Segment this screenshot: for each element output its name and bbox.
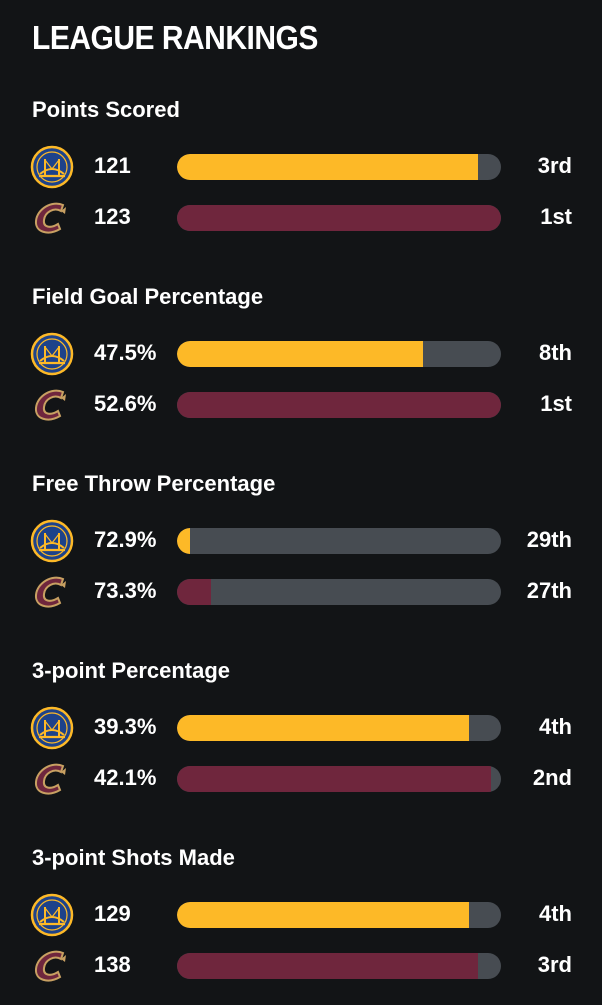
stat-row-cavaliers: 123 1st xyxy=(0,196,602,236)
cavaliers-logo-icon xyxy=(30,196,74,240)
rank-bar-fill xyxy=(177,715,469,741)
stat-value: 121 xyxy=(94,153,131,178)
rank-bar-fill xyxy=(177,341,424,367)
stat-value: 52.6% xyxy=(94,391,157,416)
rank-bar-track xyxy=(177,341,501,367)
stat-row-warriors: 72.9% 29th xyxy=(0,519,602,563)
league-rank: 8th xyxy=(539,340,572,365)
stat-row-cavaliers: 73.3% 27th xyxy=(0,570,602,610)
stat-value: 39.3% xyxy=(94,714,157,739)
warriors-logo-icon xyxy=(30,145,74,189)
rank-bar-track xyxy=(177,766,501,792)
rank-bar-fill xyxy=(177,205,501,231)
league-rank: 2nd xyxy=(532,765,572,790)
cavaliers-logo-icon xyxy=(30,944,74,988)
rank-bar-fill xyxy=(177,766,492,792)
rank-bar-track xyxy=(177,715,501,741)
rank-bar-fill xyxy=(177,154,479,180)
stat-value: 47.5% xyxy=(94,340,157,365)
league-rank: 4th xyxy=(539,714,572,739)
warriors-logo-icon xyxy=(30,893,74,937)
section-title: 3-point Percentage xyxy=(32,658,231,683)
stat-row-cavaliers: 42.1% 2nd xyxy=(0,757,602,797)
rank-bar-track xyxy=(177,902,501,928)
stat-value: 138 xyxy=(94,952,131,977)
stat-value: 73.3% xyxy=(94,578,157,603)
page-title: LEAGUE RANKINGS xyxy=(32,20,318,57)
rank-bar-track xyxy=(177,579,501,605)
warriors-logo-icon xyxy=(30,706,74,750)
section-title: Field Goal Percentage xyxy=(32,284,264,309)
league-rank: 1st xyxy=(540,391,572,416)
rank-bar-track xyxy=(177,392,501,418)
ranking-section: Points Scored 121 3rd 123 1st xyxy=(0,97,602,257)
stat-value: 123 xyxy=(94,204,131,229)
stat-row-warriors: 47.5% 8th xyxy=(0,332,602,376)
rank-bar-fill xyxy=(177,579,212,605)
ranking-section: 3-point Shots Made 129 4th 138 3rd xyxy=(0,845,602,1005)
ranking-section: Free Throw Percentage 72.9% 29th 73.3% 27th xyxy=(0,471,602,631)
section-title: Free Throw Percentage xyxy=(32,471,276,496)
league-rank: 29th xyxy=(526,527,572,552)
rank-bar-fill xyxy=(177,953,479,979)
rank-bar-track xyxy=(177,528,501,554)
section-title: 3-point Shots Made xyxy=(32,845,235,870)
cavaliers-logo-icon xyxy=(30,383,74,427)
league-rank: 27th xyxy=(526,578,572,603)
rank-bar-track xyxy=(177,953,501,979)
stat-row-cavaliers: 138 3rd xyxy=(0,944,602,984)
rank-bar-track xyxy=(177,205,501,231)
league-rank: 3rd xyxy=(537,952,572,977)
ranking-section: Field Goal Percentage 47.5% 8th 52.6% 1st xyxy=(0,284,602,444)
league-rank: 4th xyxy=(539,901,572,926)
league-rank: 1st xyxy=(540,204,572,229)
cavaliers-logo-icon xyxy=(30,570,74,614)
league-rank: 3rd xyxy=(537,153,572,178)
warriors-logo-icon xyxy=(30,519,74,563)
rank-bar-fill xyxy=(177,528,190,554)
stat-row-cavaliers: 52.6% 1st xyxy=(0,383,602,423)
stat-row-warriors: 121 3rd xyxy=(0,145,602,189)
rank-bar-fill xyxy=(177,392,501,418)
ranking-section: 3-point Percentage 39.3% 4th 42.1% 2nd xyxy=(0,658,602,818)
rank-bar-fill xyxy=(177,902,469,928)
warriors-logo-icon xyxy=(30,332,74,376)
stat-value: 129 xyxy=(94,901,131,926)
stat-row-warriors: 129 4th xyxy=(0,893,602,937)
cavaliers-logo-icon xyxy=(30,757,74,801)
rank-bar-track xyxy=(177,154,501,180)
stat-value: 72.9% xyxy=(94,527,157,552)
stat-row-warriors: 39.3% 4th xyxy=(0,706,602,750)
stat-value: 42.1% xyxy=(94,765,157,790)
section-title: Points Scored xyxy=(32,97,180,122)
